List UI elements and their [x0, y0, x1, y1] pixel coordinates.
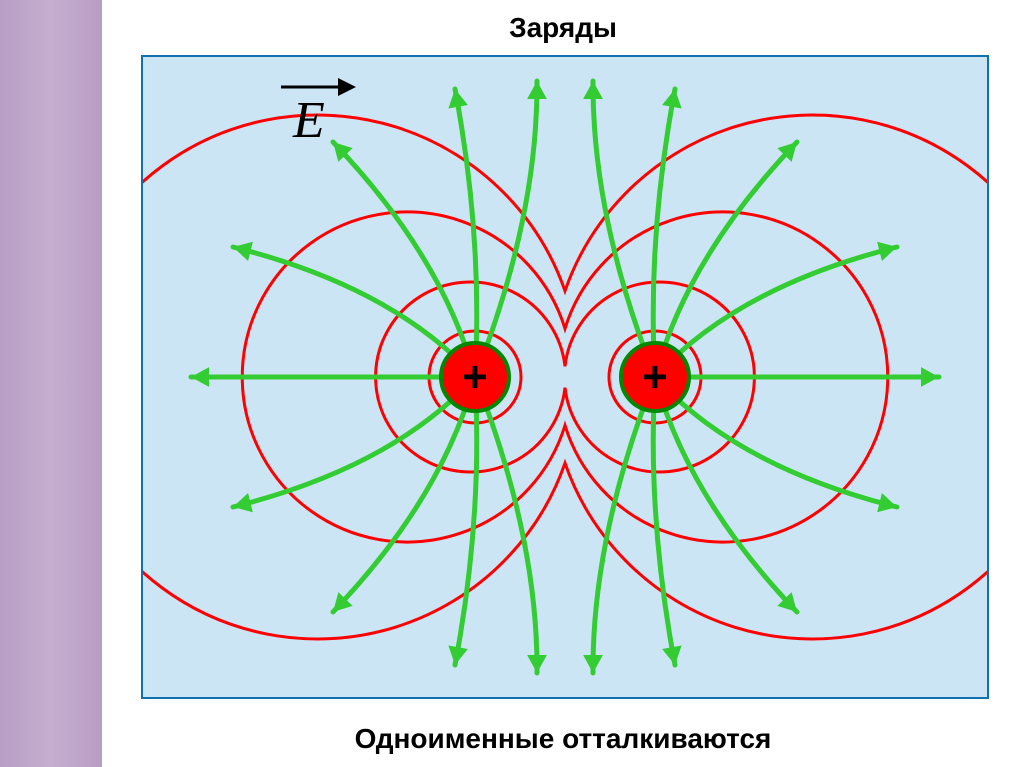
main-content: Заряды + + E Одноименные отталкиваются	[102, 0, 1024, 767]
svg-text:+: +	[462, 353, 488, 402]
page-title: Заряды	[102, 12, 1024, 44]
page-subtitle: Одноименные отталкиваются	[102, 723, 1024, 755]
svg-text:+: +	[642, 353, 668, 402]
decorative-sidebar	[0, 0, 102, 767]
svg-text:E: E	[292, 92, 325, 149]
diagram-svg: + + E	[143, 57, 987, 697]
field-diagram: + + E	[141, 55, 989, 699]
